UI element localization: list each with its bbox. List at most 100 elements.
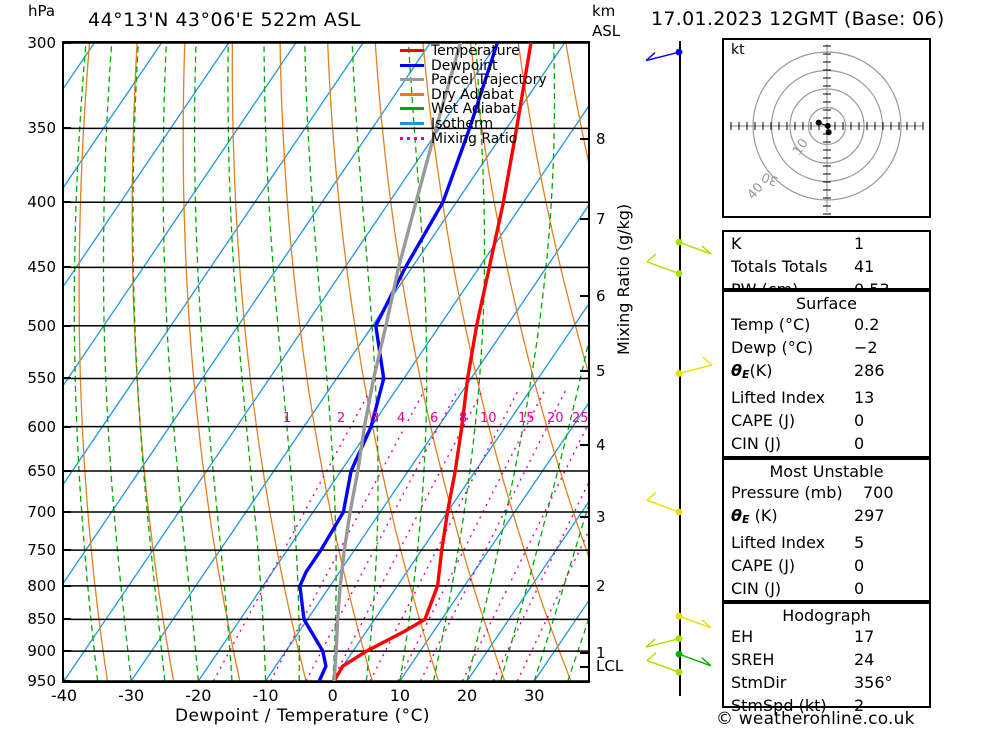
most-unstable-panel: Most Unstable Pressure (mb) 700 θE (K) 297 Li… xyxy=(722,458,931,602)
data-row: Lifted Index 5 xyxy=(724,531,929,554)
data-row: EH 17 xyxy=(724,625,929,648)
pressure-tick-mark xyxy=(62,650,71,653)
height-tick-mark xyxy=(580,295,590,298)
pressure-tick-mark xyxy=(62,266,71,269)
data-row: Pressure (mb) 700 xyxy=(724,481,929,504)
height-tick-mark xyxy=(580,651,590,654)
legend-item: Isotherm xyxy=(400,117,547,132)
height-tick-mark xyxy=(580,515,590,518)
pressure-tick-mark xyxy=(62,425,71,428)
x-tick-label: 30 xyxy=(524,686,545,705)
data-row: StmSpd (kt) 2 xyxy=(724,694,929,717)
legend-item: Parcel Trajectory xyxy=(400,73,547,88)
legend-label: Isotherm xyxy=(431,115,494,132)
data-row-value: 356° xyxy=(854,673,893,692)
wind-barb-axis xyxy=(679,41,681,696)
skewt-canvas xyxy=(64,43,588,681)
data-row-key: CAPE (J) xyxy=(731,411,796,430)
legend-swatch-temperature xyxy=(400,49,424,52)
legend-label: Wet Adiabat xyxy=(431,101,517,118)
data-row-value: 2 xyxy=(854,696,865,715)
data-row-value: 700 xyxy=(863,483,894,502)
pressure-tick-mark xyxy=(62,469,71,472)
mixing-ratio-label: 15 xyxy=(518,411,535,426)
pressure-tick-mark xyxy=(62,584,71,587)
mixing-ratio-label: 20 xyxy=(547,411,564,426)
height-tick-label: 4 xyxy=(596,435,606,454)
mixing-ratio-axis-title: Mixing Ratio (g/kg) xyxy=(614,203,633,355)
data-row-key: CIN (J) xyxy=(731,434,782,453)
height-tick-mark xyxy=(580,584,590,587)
legend-swatch-dewpoint xyxy=(400,63,424,67)
mixing-ratio-label: 6 xyxy=(430,411,439,426)
surface-parcel-panel: Surface Temp (°C) 0.2 Dewp (°C) −2 θE(K) 286 Li… xyxy=(722,290,931,458)
data-row-value: 1 xyxy=(854,234,865,253)
lcl-tick-mark xyxy=(580,665,590,668)
legend-swatch-mixing-ratio xyxy=(400,136,424,140)
data-row-key: CIN (J) xyxy=(731,579,782,598)
data-row-value: 17 xyxy=(854,627,875,646)
height-tick-label: 5 xyxy=(596,362,606,381)
data-row: SREH 24 xyxy=(724,648,929,671)
x-tick-label: 0 xyxy=(327,686,338,705)
wind-barbs xyxy=(645,48,713,676)
datetime-label: 17.01.2023 12GMT (Base: 06) xyxy=(651,8,945,30)
page-title: 44°13'N 43°06'E 522m ASL xyxy=(88,9,361,31)
skewt-chart xyxy=(62,41,590,683)
data-row-key: StmDir xyxy=(731,673,787,692)
data-row-key: Temp (°C) xyxy=(731,315,811,334)
pressure-tick-label: 750 xyxy=(27,541,56,560)
pressure-tick-label: 450 xyxy=(27,258,56,277)
pressure-tick-mark xyxy=(62,510,71,513)
pressure-tick-mark xyxy=(62,618,71,621)
mixing-ratio-label: 10 xyxy=(480,411,497,426)
legend-label: Temperature xyxy=(431,43,520,59)
pressure-tick-label: 900 xyxy=(27,642,56,661)
data-row-value: 0 xyxy=(854,556,865,575)
data-row: Dewp (°C) −2 xyxy=(724,336,929,359)
data-row: Totals Totals 41 xyxy=(724,255,929,278)
x-tick-label: -30 xyxy=(118,686,145,705)
data-row-key: CAPE (J) xyxy=(731,556,796,575)
height-tick-label: 2 xyxy=(596,576,606,595)
height-tick-mark xyxy=(580,370,590,373)
pressure-tick-label: 650 xyxy=(27,461,56,480)
data-row-key: Lifted Index xyxy=(731,388,826,407)
data-row-key: StmSpd (kt) xyxy=(731,696,827,715)
hodograph-ring-label: 10 xyxy=(790,136,812,158)
data-row-value: 0 xyxy=(854,434,865,453)
hodograph-panel: 10 30 40 xyxy=(722,29,931,223)
data-row-value: 13 xyxy=(854,388,875,407)
x-tick-label: -20 xyxy=(185,686,212,705)
data-row: Lifted Index 13 xyxy=(724,386,929,409)
pressure-unit-label: hPa xyxy=(28,2,56,20)
lcl-label: LCL xyxy=(596,656,624,675)
data-row: θE (K) 297 xyxy=(724,504,929,531)
legend-label: Mixing Ratio xyxy=(431,130,518,147)
pressure-tick-mark xyxy=(62,549,71,552)
pressure-tick-mark xyxy=(62,680,71,682)
pressure-tick-label: 800 xyxy=(27,576,56,595)
legend-label: Dewpoint xyxy=(431,57,498,74)
data-row-key: Pressure (mb) xyxy=(731,483,843,502)
height-tick-label: 1 xyxy=(596,643,606,662)
chart-legend: Temperature Dewpoint Parcel Trajectory Dry … xyxy=(400,44,547,146)
legend-swatch-parcel-trajectory xyxy=(400,78,424,82)
data-row-value: 0 xyxy=(854,411,865,430)
x-tick-label: -10 xyxy=(252,686,279,705)
data-row-key: θE(K) xyxy=(731,361,773,381)
hodograph-stats-panel: Hodograph EH 17 SREH 24 StmDir 356° StmSpd (kt)… xyxy=(722,602,931,715)
legend-item: Temperature xyxy=(400,44,547,59)
pressure-tick-label: 850 xyxy=(27,610,56,629)
legend-label: Parcel Trajectory xyxy=(431,72,547,89)
hodograph-ring-label: 30 xyxy=(760,169,781,189)
data-row-value: −2 xyxy=(854,338,878,357)
height-tick-label: 8 xyxy=(596,130,606,149)
height-tick-label: 7 xyxy=(596,209,606,228)
data-row-value: 5 xyxy=(854,533,865,552)
data-row-value: 297 xyxy=(854,506,885,525)
pressure-tick-label: 350 xyxy=(27,119,56,138)
legend-swatch-isotherm xyxy=(400,121,424,125)
